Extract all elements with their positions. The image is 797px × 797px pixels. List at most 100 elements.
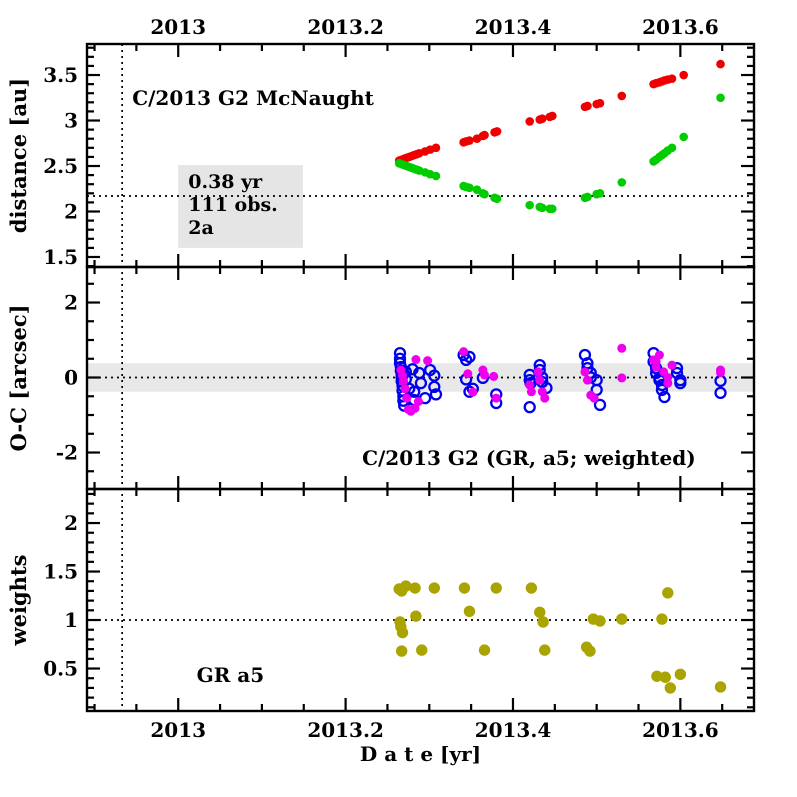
data-point bbox=[679, 132, 689, 142]
svg-text:0.5: 0.5 bbox=[43, 657, 78, 681]
data-point bbox=[525, 117, 535, 126]
data-point bbox=[523, 368, 536, 382]
data-point bbox=[400, 580, 412, 592]
data-point bbox=[525, 380, 535, 390]
x-ticks bbox=[93, 489, 724, 711]
data-point bbox=[396, 626, 409, 639]
svg-text:2: 2 bbox=[64, 291, 78, 315]
data-point bbox=[465, 136, 474, 145]
data-point bbox=[595, 98, 605, 108]
data-point bbox=[429, 388, 443, 401]
data-point bbox=[535, 375, 545, 385]
svg-text:3: 3 bbox=[64, 109, 78, 133]
data-point bbox=[593, 398, 607, 412]
svg-text:2013: 2013 bbox=[150, 15, 206, 39]
y-tick-labels: -2 0 2 bbox=[56, 291, 78, 465]
data-point bbox=[583, 101, 592, 111]
data-point bbox=[584, 645, 596, 657]
observation-weights bbox=[393, 580, 727, 694]
data-point bbox=[617, 343, 627, 353]
data-point bbox=[583, 192, 592, 202]
svg-text:3.5: 3.5 bbox=[43, 63, 78, 87]
panel-annotation: C/2013 G2 McNaught bbox=[132, 86, 374, 110]
data-point bbox=[714, 681, 727, 693]
data-point bbox=[580, 367, 590, 377]
data-point bbox=[616, 613, 628, 625]
data-point bbox=[423, 356, 433, 366]
data-point bbox=[410, 610, 422, 622]
data-point bbox=[537, 203, 547, 213]
svg-text:0: 0 bbox=[64, 366, 78, 390]
y-tick-labels: 0.5 1 1.5 2 bbox=[43, 511, 78, 680]
data-point bbox=[617, 91, 627, 101]
svg-text:C/2013 G2 McNaught: C/2013 G2 McNaught bbox=[132, 86, 374, 110]
svg-text:1.5: 1.5 bbox=[43, 245, 78, 269]
data-point bbox=[594, 615, 606, 627]
data-point bbox=[459, 347, 469, 357]
data-point bbox=[589, 393, 599, 403]
data-point bbox=[548, 111, 557, 121]
svg-text:2013.4: 2013.4 bbox=[475, 15, 552, 39]
data-point bbox=[664, 682, 677, 694]
svg-text:distance [au]: distance [au] bbox=[6, 78, 31, 233]
weights-panel: 0.5 1 1.5 2 weights GR a5 bbox=[6, 487, 756, 713]
data-point bbox=[465, 183, 474, 193]
data-point bbox=[537, 114, 547, 123]
data-point bbox=[463, 369, 473, 379]
data-point bbox=[410, 403, 420, 413]
svg-text:O-C [arcsec]: O-C [arcsec] bbox=[6, 304, 31, 451]
data-point bbox=[651, 362, 661, 372]
data-point bbox=[398, 376, 408, 386]
data-point bbox=[716, 59, 725, 69]
data-point bbox=[526, 387, 536, 397]
y-axis-title: weights bbox=[6, 555, 31, 647]
data-point bbox=[463, 350, 476, 364]
svg-text:2a: 2a bbox=[188, 217, 214, 239]
data-point bbox=[525, 200, 535, 210]
data-point bbox=[662, 587, 674, 599]
data-point bbox=[490, 582, 502, 594]
data-point bbox=[533, 367, 543, 377]
data-point bbox=[478, 644, 491, 656]
data-point bbox=[540, 393, 550, 403]
y-ticks bbox=[87, 282, 754, 473]
data-point bbox=[463, 605, 476, 617]
y-axis-title: distance [au] bbox=[6, 78, 31, 233]
data-point bbox=[716, 368, 726, 378]
data-point bbox=[393, 352, 407, 365]
svg-text:-2: -2 bbox=[56, 441, 78, 465]
svg-text:2013.2: 2013.2 bbox=[307, 718, 384, 742]
heliocentric-distance bbox=[394, 59, 725, 165]
svg-text:GR a5: GR a5 bbox=[197, 663, 265, 687]
data-point bbox=[395, 645, 408, 657]
data-point bbox=[431, 171, 441, 181]
data-point bbox=[492, 127, 502, 136]
svg-text:1.5: 1.5 bbox=[43, 560, 78, 584]
data-point bbox=[674, 668, 687, 681]
data-point bbox=[674, 376, 687, 390]
residual-dec-filled-magenta bbox=[396, 343, 726, 416]
svg-text:weights: weights bbox=[6, 555, 31, 647]
y-tick-labels: 1.5 2 2.5 3 3.5 bbox=[43, 63, 78, 269]
data-point bbox=[480, 130, 489, 140]
data-point bbox=[667, 360, 677, 370]
data-point bbox=[489, 371, 499, 381]
data-point bbox=[402, 393, 412, 403]
data-point bbox=[534, 606, 546, 618]
data-point bbox=[428, 369, 441, 382]
data-point bbox=[414, 376, 428, 390]
data-point bbox=[663, 378, 673, 388]
svg-text:2013.6: 2013.6 bbox=[642, 15, 719, 39]
geocentric-distance bbox=[394, 93, 725, 214]
data-point bbox=[428, 582, 441, 594]
data-point bbox=[408, 385, 421, 398]
data-point bbox=[525, 582, 538, 594]
data-point bbox=[409, 582, 421, 594]
svg-text:2: 2 bbox=[64, 200, 78, 224]
x-tick-labels: 2013 2013 2013.2 2013.2 2013.4 2013.4 2013.6 20… bbox=[150, 15, 718, 742]
svg-text:C/2013 G2 (GR, a5; weighted): C/2013 G2 (GR, a5; weighted) bbox=[362, 446, 696, 470]
svg-text:2013: 2013 bbox=[150, 718, 206, 742]
data-point bbox=[595, 189, 605, 198]
